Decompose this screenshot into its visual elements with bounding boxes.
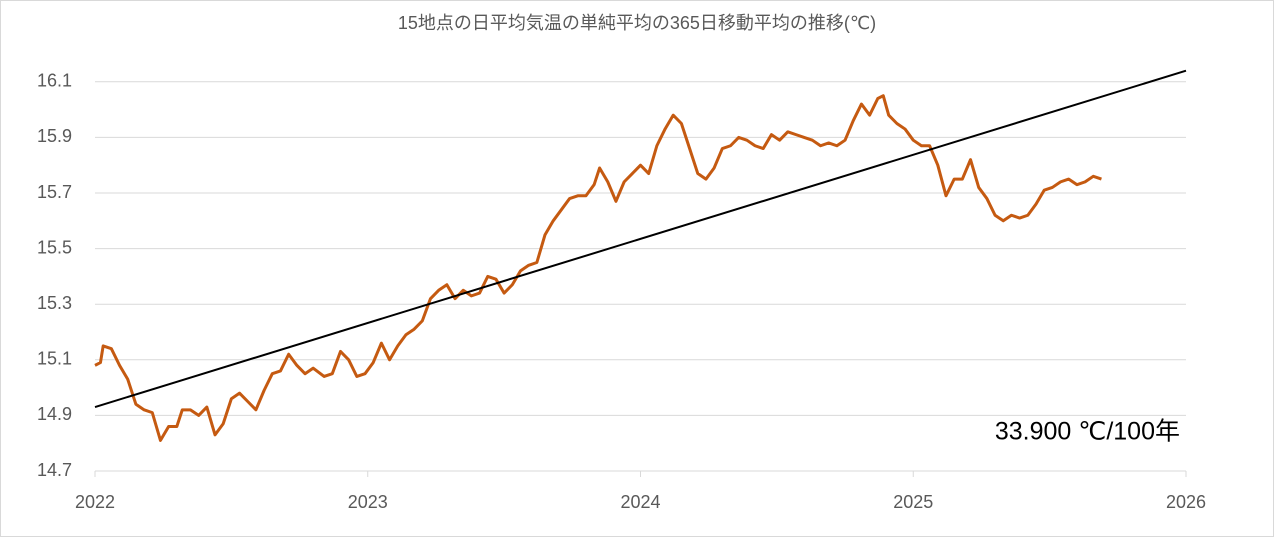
- y-tick-label: 15.7: [37, 182, 72, 202]
- trend-line: [94, 69, 1187, 409]
- y-tick-label: 14.9: [37, 404, 72, 424]
- x-tick-label: 2024: [620, 492, 660, 512]
- y-tick-label: 16.1: [37, 71, 72, 91]
- y-tick-label: 15.1: [37, 349, 72, 369]
- annotation: 33.900 ℃/100年: [995, 418, 1180, 446]
- y-tick-label: 14.7: [37, 460, 72, 480]
- y-tick-label: 15.5: [37, 237, 72, 257]
- x-tick-label: 2023: [348, 492, 388, 512]
- chart-title: 15地点の日平均気温の単純平均の365日移動平均の推移(℃): [398, 13, 876, 33]
- x-tick-label: 2025: [893, 492, 933, 512]
- y-tick-label: 15.9: [37, 126, 72, 146]
- y-tick-label: 15.3: [37, 293, 72, 313]
- x-tick-label: 2022: [75, 492, 115, 512]
- x-tick-label: 2026: [1166, 492, 1206, 512]
